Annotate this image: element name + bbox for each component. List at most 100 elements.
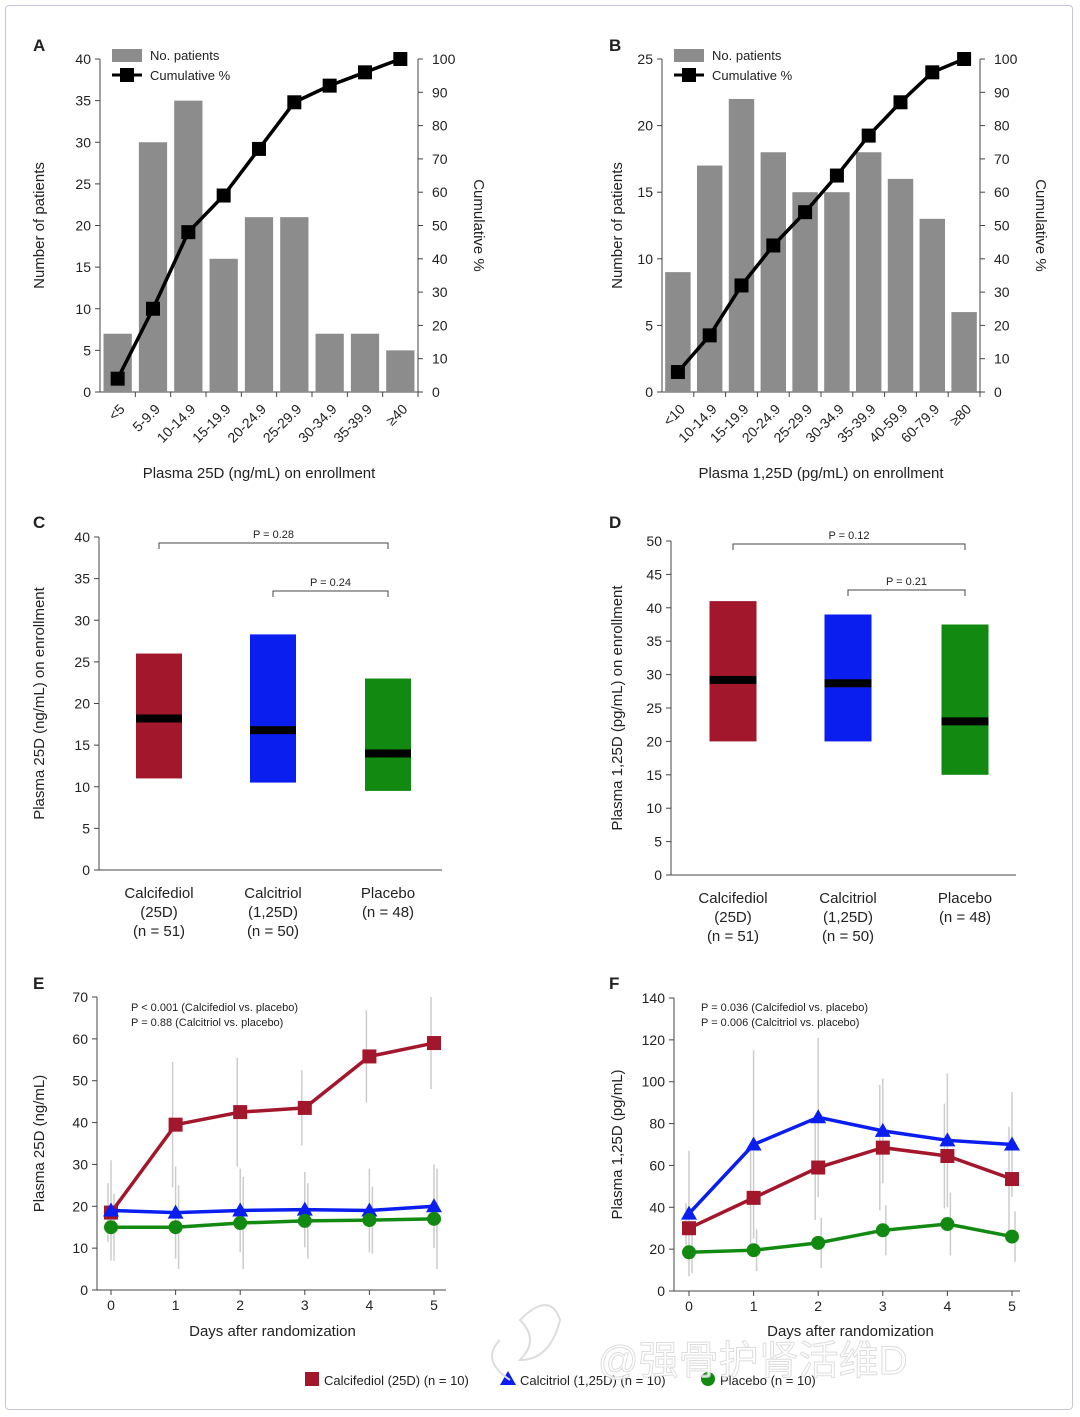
median-line xyxy=(250,726,296,735)
y-tick-label: 40 xyxy=(74,529,90,545)
series-line xyxy=(109,1041,435,1214)
data-point xyxy=(297,1213,312,1228)
x-axis-title: Plasma 25D (ng/mL) on enrollment xyxy=(143,465,376,482)
legend-marker xyxy=(305,1372,319,1386)
y-tick-label: 0 xyxy=(657,1283,665,1299)
y-tick-label: 100 xyxy=(432,51,456,67)
data-point xyxy=(746,1243,761,1258)
data-point xyxy=(940,1217,955,1232)
group-label: (1,25D) xyxy=(823,909,873,926)
bar xyxy=(386,350,415,392)
data-point xyxy=(362,1049,377,1064)
y-tick-label: 10 xyxy=(72,1240,88,1256)
data-point xyxy=(1005,1229,1019,1244)
y-tick-label: 30 xyxy=(432,284,448,300)
y2-axis-title: Cumulative % xyxy=(1032,179,1049,272)
median-line xyxy=(824,679,872,688)
x-tick-label: ≥80 xyxy=(946,401,974,429)
cumulative-point xyxy=(252,141,266,156)
legend-label: Calcitriol (1,25D) (n = 10) xyxy=(520,1373,666,1388)
y-tick-label: 140 xyxy=(642,990,666,1006)
data-point xyxy=(167,1204,184,1219)
shared-legend: Calcifediol (25D) (n = 10) Calcitriol (1,… xyxy=(305,1371,816,1388)
y-tick-label: 0 xyxy=(654,867,662,883)
y-tick-label: 45 xyxy=(646,566,662,582)
x-tick-label: 10-14.9 xyxy=(154,401,199,446)
y-tick-label: 80 xyxy=(994,118,1010,134)
group-label: (1,25D) xyxy=(248,904,298,921)
cumulative-point xyxy=(798,205,813,220)
y-tick-label: 15 xyxy=(646,767,662,783)
y-tick-label: 25 xyxy=(637,51,653,67)
x-tick-label: 2 xyxy=(236,1297,244,1313)
group-label: Calcitriol xyxy=(819,890,877,907)
x-tick-label: 1 xyxy=(750,1298,758,1314)
y-tick-label: 20 xyxy=(72,1198,88,1214)
bar xyxy=(280,217,309,392)
bar xyxy=(728,98,755,393)
data-point xyxy=(232,1202,249,1217)
significance-bracket xyxy=(158,542,389,549)
y-axis-title: Plasma 25D (ng/mL) on enrollment xyxy=(31,586,48,819)
data-point xyxy=(811,1160,826,1175)
y-tick-label: 25 xyxy=(75,176,91,192)
y-tick-label: 20 xyxy=(74,696,90,712)
cumulative-point xyxy=(110,371,125,386)
panel-A: A 0 5 10 15 20 25 30 35 40 0 10 20 30 40 50 60 70 80 90 100 <… xyxy=(31,36,487,482)
x-tick-label: 25-29.9 xyxy=(260,401,305,446)
range-bar xyxy=(824,614,872,742)
y-tick-label: 100 xyxy=(642,1074,666,1090)
data-point xyxy=(939,1132,956,1147)
y-tick-label: 40 xyxy=(75,51,91,67)
group-label: Calcitriol xyxy=(244,885,302,902)
data-point xyxy=(427,1036,441,1051)
y-tick-label: 60 xyxy=(994,184,1010,200)
stat-annotation: P < 0.001 (Calcifediol vs. placebo) xyxy=(131,1002,298,1014)
legend-label: Cumulative % xyxy=(150,68,231,83)
watermark: @强骨护肾活维D xyxy=(491,1304,908,1384)
group-label: (n = 51) xyxy=(707,928,759,945)
panel-D: D 0 5 10 15 20 25 30 35 40 45 50 Calcifediol (25D) (n … xyxy=(609,513,1016,945)
y-tick-label: 0 xyxy=(432,384,440,400)
y-tick-label: 0 xyxy=(645,384,653,400)
panel-C: C 0 5 10 15 20 25 30 35 40 Calcifediol (25D) (n = 51… xyxy=(31,513,442,940)
p-value-label: P = 0.24 xyxy=(310,577,351,589)
cumulative-point xyxy=(702,328,717,343)
cumulative-point xyxy=(181,225,196,240)
panel-E: E 0 10 20 30 40 50 60 70 0 1 2 3 4 5 P < 0.001 (Calcife… xyxy=(31,974,446,1340)
cumulative-point xyxy=(734,278,749,293)
stat-annotation: P = 0.036 (Calcifediol vs. placebo) xyxy=(701,1002,868,1014)
series-line xyxy=(688,1145,1013,1230)
y-tick-label: 40 xyxy=(72,1115,88,1131)
y-tick-label: 0 xyxy=(83,384,91,400)
cumulative-point xyxy=(287,95,302,110)
y-axis-title: Plasma 1,25D (pg/mL) on enrollment xyxy=(609,585,626,831)
x-axis-title: Plasma 1,25D (pg/mL) on enrollment xyxy=(698,465,944,482)
range-bar xyxy=(709,601,757,742)
data-point xyxy=(426,1198,442,1213)
data-point xyxy=(681,1205,697,1220)
x-tick-label: 4 xyxy=(944,1298,952,1314)
panel-label: F xyxy=(609,974,619,993)
y-tick-label: 15 xyxy=(75,259,91,275)
bar xyxy=(350,333,380,392)
y-tick-label: 15 xyxy=(74,737,90,753)
group-label: (n = 48) xyxy=(939,909,991,926)
y-tick-label: 90 xyxy=(994,84,1010,100)
y-tick-label: 50 xyxy=(432,218,448,234)
group-label: Placebo xyxy=(361,885,415,902)
x-tick-label: 1 xyxy=(172,1297,180,1313)
x-tick-label: 2 xyxy=(814,1298,822,1314)
series-line xyxy=(111,1217,435,1229)
p-value-label: P = 0.12 xyxy=(828,530,869,542)
y-tick-label: 90 xyxy=(432,84,448,100)
median-line xyxy=(365,749,411,758)
bar xyxy=(919,218,946,392)
x-axis-title: Days after randomization xyxy=(189,1323,356,1340)
legend-label: Placebo (n = 10) xyxy=(720,1373,816,1388)
range-bar xyxy=(250,634,296,783)
group-label: (n = 50) xyxy=(822,928,874,945)
data-point xyxy=(875,1223,890,1238)
x-tick-label: 3 xyxy=(301,1297,309,1313)
y-axis-title: Number of patients xyxy=(31,162,48,289)
